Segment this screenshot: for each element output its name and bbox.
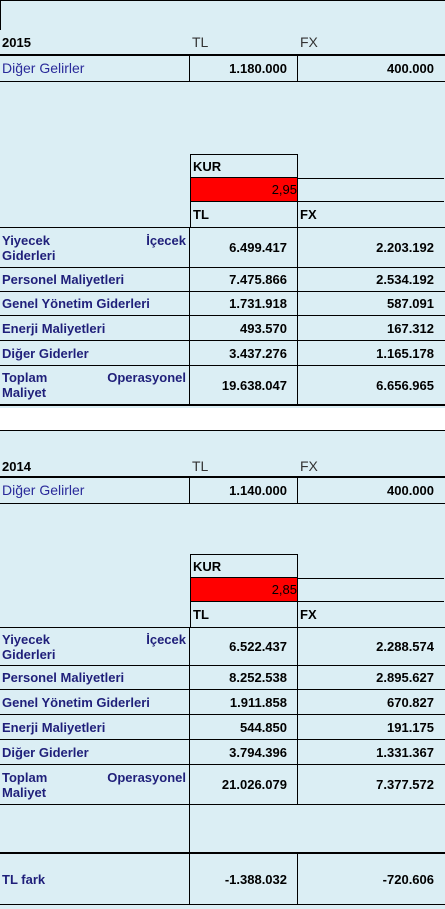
- table-row: Yiyecek İçecek Giderleri 6.499.417 2.203.1…: [0, 228, 445, 268]
- table-row: Enerji Maliyetleri 544.850 191.175: [0, 715, 445, 740]
- header-fx: FX: [300, 34, 318, 50]
- row-tl: 1.911.858: [229, 694, 287, 710]
- top-spacer-row: [0, 430, 445, 456]
- kur-value-cell: 2,95: [190, 178, 298, 202]
- other-income-tl: 1.180.000: [229, 61, 287, 76]
- other-income-row: Diğer Gelirler 1.180.000 400.000: [0, 56, 445, 82]
- header-tl: TL: [192, 458, 209, 474]
- spacer-row: [0, 805, 445, 854]
- table-row: Diğer Giderler 3.794.396 1.331.367: [0, 740, 445, 765]
- table-row: Personel Maliyetleri 7.475.866 2.534.192: [0, 268, 445, 292]
- spacer-row: [0, 504, 445, 554]
- top-spacer-row: [0, 0, 445, 30]
- diff-row: TL fark -1.388.032 -720.606: [0, 854, 445, 905]
- row-label-part: Maliyet: [2, 784, 47, 800]
- row-label-part: Operasyonel: [107, 370, 186, 385]
- row-tl: 6.499.417: [229, 240, 287, 255]
- row-fx: 2.895.627: [376, 670, 434, 685]
- row-label-part: İçecek: [146, 631, 186, 647]
- row-tl: 19.638.047: [221, 377, 287, 393]
- other-income-fx: 400.000: [387, 483, 434, 498]
- row-label-part: Yiyecek: [2, 631, 50, 647]
- kur-header-row: KUR: [0, 554, 445, 578]
- kur-value-row: 2,95: [0, 178, 445, 202]
- row-tl: 21.026.079: [221, 777, 287, 792]
- table-row: Enerji Maliyetleri 493.570 167.312: [0, 316, 445, 341]
- row-fx: 2.203.192: [376, 240, 434, 255]
- sub-header-row: TL FX: [0, 602, 445, 628]
- row-tl: 6.522.437: [229, 639, 287, 654]
- other-income-label: Diğer Gelirler: [2, 60, 85, 76]
- table-row: Genel Yönetim Giderleri 1.731.918 587.09…: [0, 292, 445, 316]
- spacer-row: [0, 82, 445, 154]
- other-income-fx: 400.000: [387, 61, 434, 76]
- row-fx: 2.288.574: [376, 639, 434, 654]
- header-fx: FX: [300, 458, 318, 474]
- header-tl: TL: [192, 34, 209, 50]
- diff-tl: -1.388.032: [224, 871, 287, 887]
- row-label: Personel Maliyetleri: [2, 670, 125, 685]
- row-fx: 2.534.192: [376, 272, 434, 287]
- other-income-row: Diğer Gelirler 1.140.000 400.000: [0, 478, 445, 504]
- row-label-part: Operasyonel: [107, 769, 186, 785]
- row-tl: 1.731.918: [229, 296, 287, 311]
- table-row: Personel Maliyetleri 8.252.538 2.895.627: [0, 666, 445, 690]
- row-tl: 544.850: [240, 719, 287, 735]
- kur-value-row: 2,85: [0, 578, 445, 602]
- table-row-total: Toplam Operasyonel Maliyet 19.638.047 6.65…: [0, 366, 445, 406]
- row-tl: 7.475.866: [229, 272, 287, 287]
- other-income-label: Diğer Gelirler: [2, 482, 85, 498]
- row-tl: 8.252.538: [229, 670, 287, 685]
- table-row: Genel Yönetim Giderleri 1.911.858 670.82…: [0, 690, 445, 715]
- row-label-part: Maliyet: [2, 385, 47, 400]
- kur-header-row: KUR: [0, 154, 445, 178]
- table-row: Diğer Giderler 3.437.276 1.165.178: [0, 341, 445, 366]
- row-label: Genel Yönetim Giderleri: [2, 694, 150, 710]
- year-label: 2015: [2, 34, 31, 50]
- row-label: Diğer Giderler: [2, 345, 89, 361]
- row-fx: 191.175: [387, 719, 434, 735]
- row-fx: 167.312: [387, 320, 434, 336]
- kur-value: 2,85: [271, 582, 297, 597]
- block-gap: [0, 408, 445, 430]
- kur-value: 2,95: [271, 182, 297, 197]
- kur-value-cell: 2,85: [190, 578, 298, 602]
- sub-header-tl: TL: [193, 207, 209, 222]
- diff-label: TL fark: [2, 871, 46, 887]
- row-label-part: İçecek: [146, 232, 186, 248]
- sub-header-tl: TL: [193, 607, 209, 622]
- row-label-part: Giderleri: [2, 247, 56, 263]
- row-label-part: Toplam: [2, 370, 48, 385]
- row-fx: 1.165.178: [376, 345, 434, 361]
- row-tl: 3.794.396: [229, 744, 287, 760]
- row-fx: 587.091: [387, 296, 434, 311]
- other-income-tl: 1.140.000: [229, 483, 287, 498]
- year-header-row: 2015 TL FX: [0, 30, 445, 56]
- row-tl: 493.570: [240, 320, 287, 336]
- row-fx: 7.377.572: [376, 777, 434, 792]
- diff-fx: -720.606: [382, 871, 434, 887]
- row-label-part: Yiyecek: [2, 232, 50, 248]
- row-tl: 3.437.276: [229, 345, 287, 361]
- table-row-total: Toplam Operasyonel Maliyet 21.026.079 7.37…: [0, 765, 445, 805]
- row-label: Enerji Maliyetleri: [2, 320, 106, 336]
- sub-header-row: TL FX: [0, 202, 445, 228]
- table-row: Yiyecek İçecek Giderleri 6.522.437 2.288.5…: [0, 628, 445, 666]
- kur-label: KUR: [193, 158, 222, 174]
- year-label: 2014: [2, 458, 31, 474]
- row-label-part: Giderleri: [2, 646, 56, 662]
- row-label: Enerji Maliyetleri: [2, 719, 106, 735]
- sub-header-fx: FX: [300, 607, 317, 622]
- sub-header-fx: FX: [300, 207, 317, 222]
- row-label: Personel Maliyetleri: [2, 272, 125, 287]
- year-header-row: 2014 TL FX: [0, 456, 445, 478]
- row-fx: 6.656.965: [376, 377, 434, 393]
- row-label: Diğer Giderler: [2, 744, 89, 760]
- kur-label: KUR: [193, 558, 222, 574]
- row-label: Genel Yönetim Giderleri: [2, 296, 150, 311]
- row-fx: 670.827: [387, 694, 434, 710]
- row-label-part: Toplam: [2, 769, 48, 785]
- row-fx: 1.331.367: [376, 744, 434, 760]
